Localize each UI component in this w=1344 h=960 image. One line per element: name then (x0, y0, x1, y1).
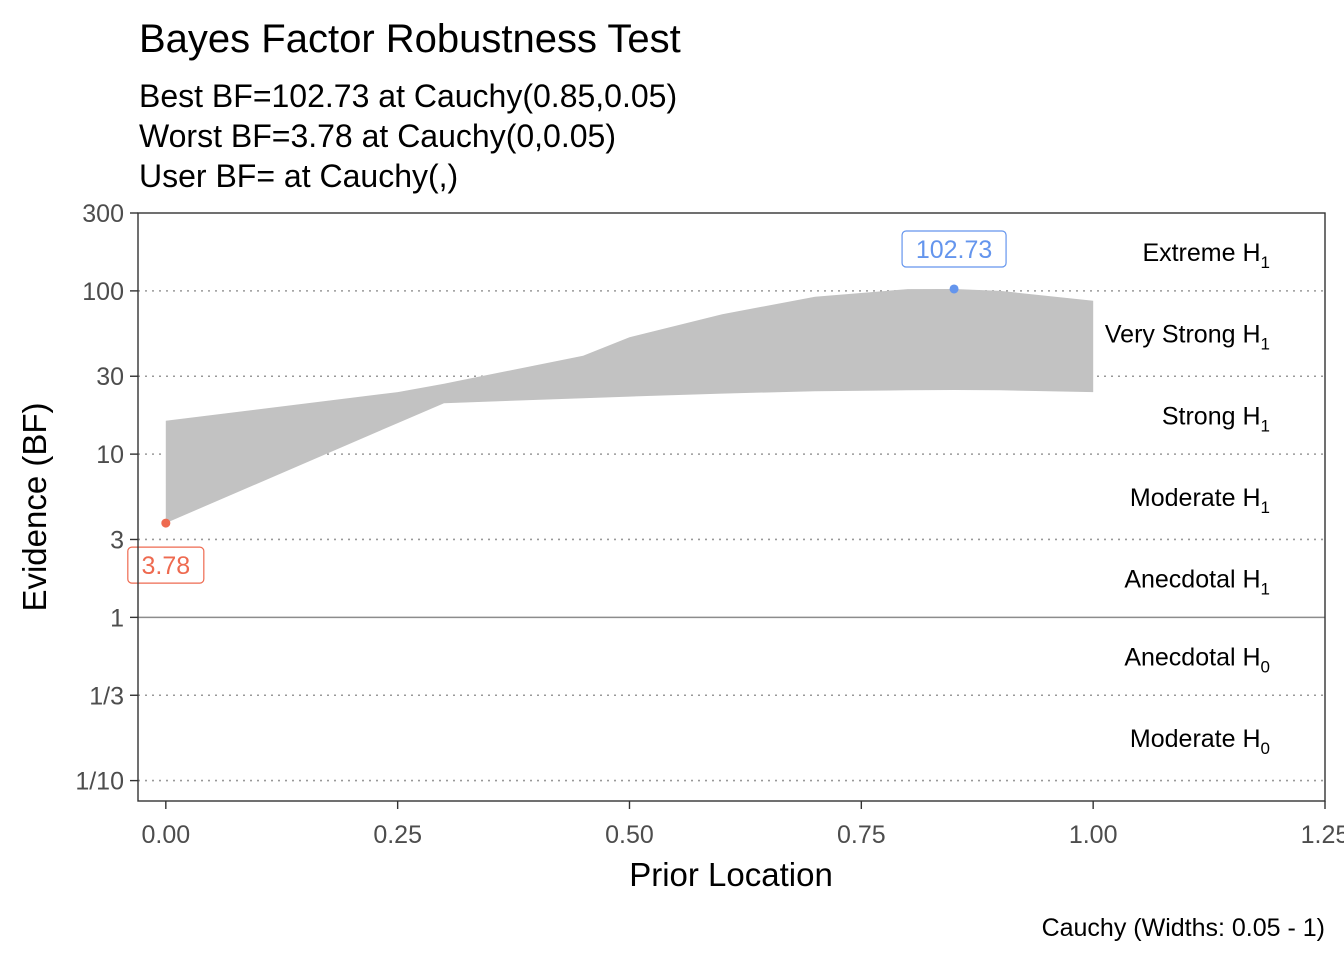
evidence-region-label: Moderate H1 (1130, 484, 1270, 517)
y-tick-label: 1 (110, 604, 124, 632)
worst-bf-label: 3.78 (141, 552, 190, 580)
subtitle-worst: Worst BF=3.78 at Cauchy(0,0.05) (139, 118, 616, 154)
plot-area: Extreme H1 Very Strong H1 Strong H1 Moderat… (127, 230, 1325, 782)
x-tick-label: 1.25 (1301, 821, 1344, 849)
x-axis-title: Prior Location (629, 856, 833, 893)
evidence-region-label: Moderate H0 (1130, 725, 1270, 758)
y-tick-label: 3 (110, 526, 124, 554)
worst-bf-point (161, 518, 171, 528)
y-tick-label: 30 (96, 363, 124, 391)
evidence-region-label: Anecdotal H1 (1124, 566, 1270, 599)
subtitle-best: Best BF=102.73 at Cauchy(0.85,0.05) (139, 78, 677, 114)
y-tick-label: 1/3 (89, 682, 124, 710)
evidence-region-label: Extreme H1 (1142, 239, 1270, 272)
evidence-region-label: Strong H1 (1162, 402, 1270, 435)
worst-bf-label-box (127, 546, 205, 584)
plot-border (137, 212, 1326, 802)
x-tick-label: 0.25 (373, 821, 422, 849)
y-tick-label: 100 (82, 278, 124, 306)
chart-title: Bayes Factor Robustness Test (139, 17, 681, 61)
y-tick-label: 10 (96, 441, 124, 469)
subtitle-user: User BF= at Cauchy(,) (139, 158, 458, 194)
best-bf-label-box (901, 230, 1007, 268)
x-tick-label: 0.50 (605, 821, 654, 849)
y-tick-label: 1/10 (75, 768, 124, 796)
y-tick-label: 300 (82, 200, 124, 228)
evidence-region-label: Very Strong H1 (1105, 321, 1270, 354)
evidence-region-label: Anecdotal H0 (1124, 643, 1270, 676)
bf-range-band (165, 289, 1094, 524)
best-bf-label: 102.73 (916, 236, 992, 264)
x-tick-label: 0.00 (141, 821, 190, 849)
y-axis-title: Evidence (BF) (16, 402, 53, 611)
x-tick-label: 0.75 (837, 821, 886, 849)
x-tick-label: 1.00 (1069, 821, 1118, 849)
chart-caption: Cauchy (Widths: 0.05 - 1) (1042, 914, 1325, 942)
best-bf-point (949, 284, 959, 294)
